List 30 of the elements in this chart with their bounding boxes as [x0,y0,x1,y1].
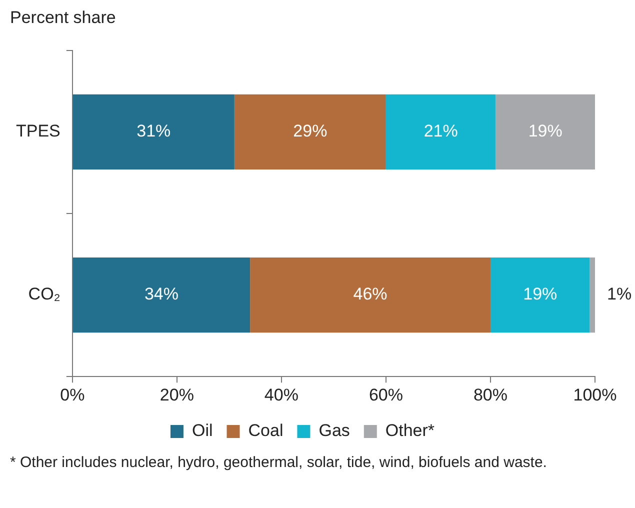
data-label: 46% [353,284,388,304]
legend-label: Coal [248,421,284,440]
text: * Other includes nuclear, hydro, geothermal, solar, tide, wind, biofuels and waste. [9,453,548,471]
chart-title: Percent share [10,8,116,27]
x-tick-label: 20% [160,385,194,404]
bar [72,258,250,333]
bar [234,94,386,170]
legend-label: Gas [318,421,350,440]
data-label: 21% [424,122,458,141]
data-label: 29% [293,122,328,141]
bar [72,94,234,170]
data-label: 31% [136,122,171,141]
bar [490,258,590,333]
bar [250,258,490,333]
data-label: 19% [523,284,558,304]
bar [386,94,496,170]
y-tick-label: TPES [16,122,60,141]
x-tick-label: 0% [60,385,85,404]
legend-label: Other* [385,421,435,440]
data-label: 1% [607,284,632,304]
x-tick-label: 40% [264,385,298,404]
x-tick-label: 100% [573,385,617,404]
bar [496,94,595,170]
x-tick-label: 60% [368,385,403,404]
legend-label: Oil [192,421,213,440]
x-tick-label: 80% [473,385,508,404]
y-tick-label: CO₂ [28,284,60,304]
data-label: 34% [144,284,179,304]
bar [590,258,595,333]
data-label: 19% [528,122,562,141]
